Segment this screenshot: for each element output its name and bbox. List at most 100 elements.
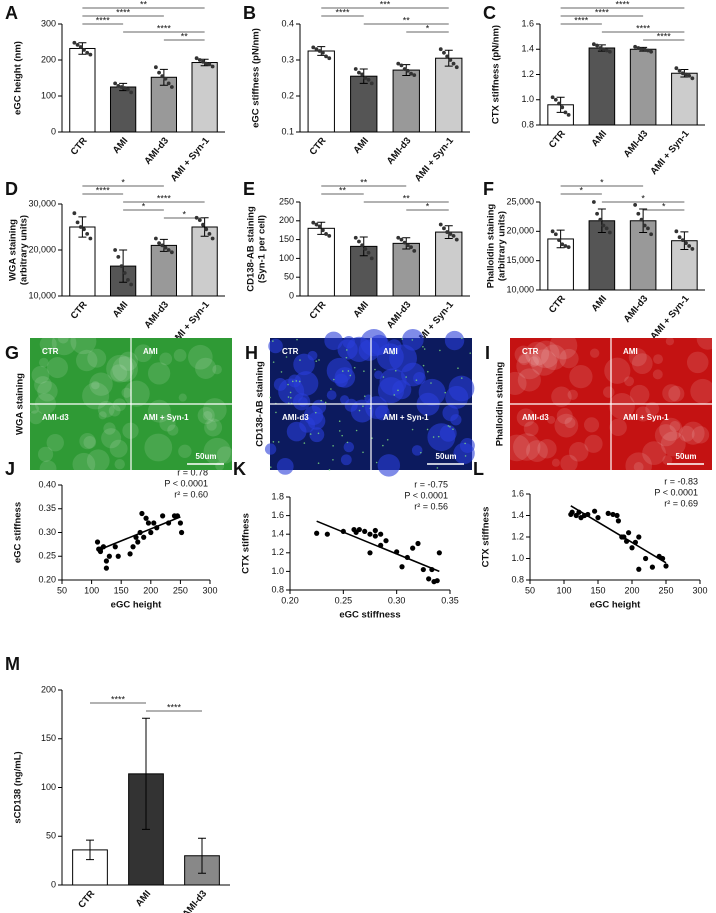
data-point	[353, 67, 358, 71]
data-point	[410, 545, 416, 551]
significance-label: *	[426, 23, 430, 33]
texture	[419, 451, 422, 454]
texture	[178, 393, 187, 402]
y-axis-title: CTX stiffness	[241, 513, 252, 574]
significance-label: ****	[167, 702, 182, 712]
x-tick-label: 100	[556, 585, 571, 595]
texture	[347, 370, 350, 372]
scale-label: 50um	[676, 452, 697, 461]
texture	[113, 398, 126, 412]
texture	[464, 455, 467, 457]
error-bar	[597, 208, 606, 234]
texture	[514, 345, 533, 364]
statistic: P < 0.0001	[404, 490, 448, 500]
data-point	[166, 81, 171, 86]
significance-label: ***	[380, 0, 391, 9]
texture	[662, 455, 673, 466]
data-point	[646, 226, 650, 231]
tile-label: AMI + Syn-1	[143, 413, 189, 422]
texture	[660, 431, 686, 457]
y-tick-label: 1.8	[271, 491, 284, 501]
data-point	[607, 49, 612, 54]
x-tick-label: AMI-d3	[622, 293, 651, 324]
data-point	[324, 531, 330, 537]
data-point	[129, 282, 134, 287]
x-tick-label: 300	[202, 585, 217, 595]
data-point	[85, 232, 90, 236]
panel-label: G	[5, 343, 19, 363]
data-point	[204, 227, 209, 232]
y-tick-label: 0.1	[281, 126, 294, 136]
data-point	[402, 240, 407, 245]
data-point	[563, 244, 568, 248]
statistic: r² = 0.60	[174, 489, 208, 499]
x-tick-label: CTR	[307, 299, 328, 321]
data-point	[591, 200, 596, 204]
data-point	[363, 76, 368, 80]
texture	[204, 418, 223, 437]
tile-label: AMI	[623, 347, 638, 356]
data-point	[357, 70, 361, 75]
x-tick-label: CTR	[547, 128, 568, 150]
texture	[371, 437, 373, 439]
data-point	[663, 563, 669, 569]
texture	[452, 428, 454, 430]
error-bar	[444, 49, 453, 67]
significance-label: **	[181, 31, 189, 41]
texture	[70, 328, 97, 355]
significance-label: ****	[116, 7, 131, 17]
y-tick-label: 1.4	[271, 529, 284, 539]
x-tick-label: CTR	[69, 299, 90, 321]
significance-label: ****	[111, 694, 126, 704]
data-point	[415, 540, 421, 547]
y-tick-label: 100	[279, 253, 294, 263]
data-point	[367, 550, 373, 556]
texture	[461, 337, 463, 340]
data-point	[82, 48, 86, 52]
significance-label: ****	[636, 23, 651, 33]
x-tick-label: AMI	[111, 299, 131, 319]
texture	[332, 378, 335, 381]
y-tick-label: 200	[279, 215, 294, 225]
data-point	[122, 271, 127, 275]
data-point	[402, 67, 407, 71]
significance-label: ****	[96, 15, 111, 25]
tile-label: CTR	[522, 347, 539, 356]
texture	[309, 427, 325, 443]
y-tick-label: 100	[41, 782, 56, 792]
significance-label: **	[140, 0, 148, 9]
texture	[678, 425, 695, 442]
texture	[397, 389, 399, 392]
x-tick-label: AMI	[589, 293, 609, 313]
data-point	[88, 236, 93, 241]
texture	[349, 374, 352, 377]
error-bar	[159, 68, 168, 86]
texture	[159, 415, 176, 432]
data-point	[116, 255, 121, 259]
texture	[72, 452, 96, 476]
y-axis-title: (Syn-1 per cell)	[257, 215, 268, 283]
data-point	[360, 72, 365, 77]
data-point	[357, 239, 361, 244]
y-tick-label: 0.40	[38, 479, 56, 489]
texture	[559, 348, 579, 369]
data-point	[442, 50, 446, 55]
data-point	[113, 248, 118, 252]
texture	[411, 428, 414, 431]
data-point	[145, 520, 152, 526]
tile-label: AMI + Syn-1	[623, 413, 669, 422]
x-tick-label: AMI	[589, 128, 609, 148]
data-point	[684, 241, 688, 245]
texture	[569, 365, 593, 389]
texture	[377, 454, 401, 477]
panel-label: D	[5, 179, 18, 199]
x-tick-label: AMI-d3	[622, 128, 651, 159]
significance-label: *	[662, 201, 666, 211]
x-tick-label: AMI	[111, 135, 131, 155]
texture	[362, 405, 364, 407]
bar	[629, 48, 657, 126]
x-axis-title: eGC height	[590, 600, 642, 611]
texture	[206, 420, 217, 431]
